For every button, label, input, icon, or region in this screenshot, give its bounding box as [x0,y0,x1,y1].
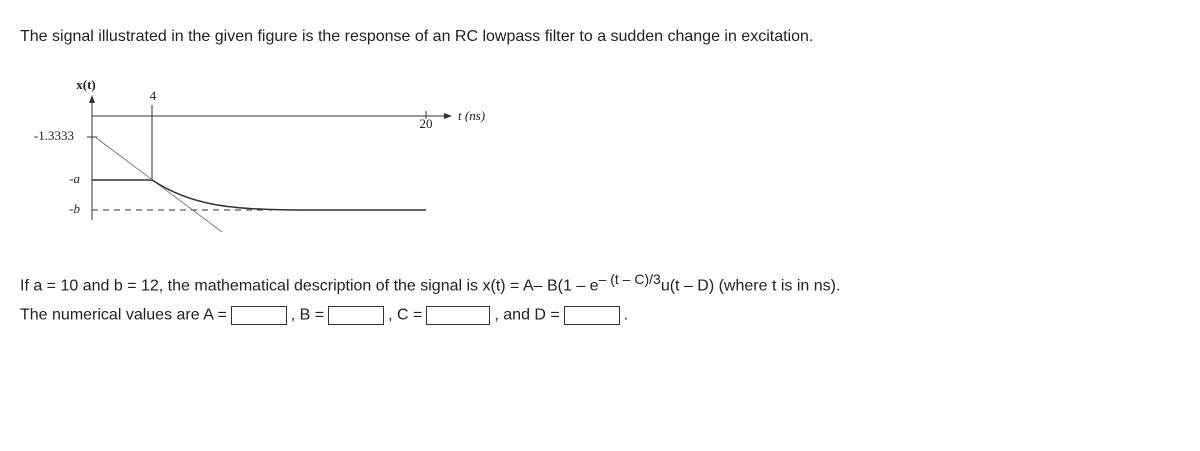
response-curve [151,179,426,211]
prompt-text: . [623,306,629,324]
level-label: -a [69,171,80,186]
figure: x(t) t (ns) 4 20 -1.3333 -a -b [34,77,485,233]
y-axis-label: x(t) [76,77,96,92]
level-label: -b [69,201,80,216]
x-arrow [444,113,452,119]
formula-exponent: – (t – C)/3 [598,271,661,287]
prompt-text: , and D = [494,306,560,324]
answer-a[interactable] [230,306,287,325]
answer-b[interactable] [328,306,385,325]
prompt: The numerical values are A = , B = , C = , … [20,306,628,325]
tick-label: 4 [150,88,157,103]
formula-text: u(t – D) (where t is in ns). [660,277,841,295]
y-arrow [89,95,95,103]
formula: If a = 10 and b = 12, the mathematical d… [20,271,840,295]
tick-label: 20 [420,116,433,131]
answer-c[interactable] [426,306,491,325]
level-label: -1.3333 [34,128,74,143]
formula-text: If a = 10 and b = 12, the mathematical d… [20,277,599,295]
prompt-text: , B = [290,306,325,324]
x-axis-label: t (ns) [458,108,485,123]
prompt-text: , C = [388,306,423,324]
prompt-text: The numerical values are A = [20,306,227,324]
question: The signal illustrated in the given figu… [20,28,814,45]
answer-d[interactable] [563,306,620,325]
